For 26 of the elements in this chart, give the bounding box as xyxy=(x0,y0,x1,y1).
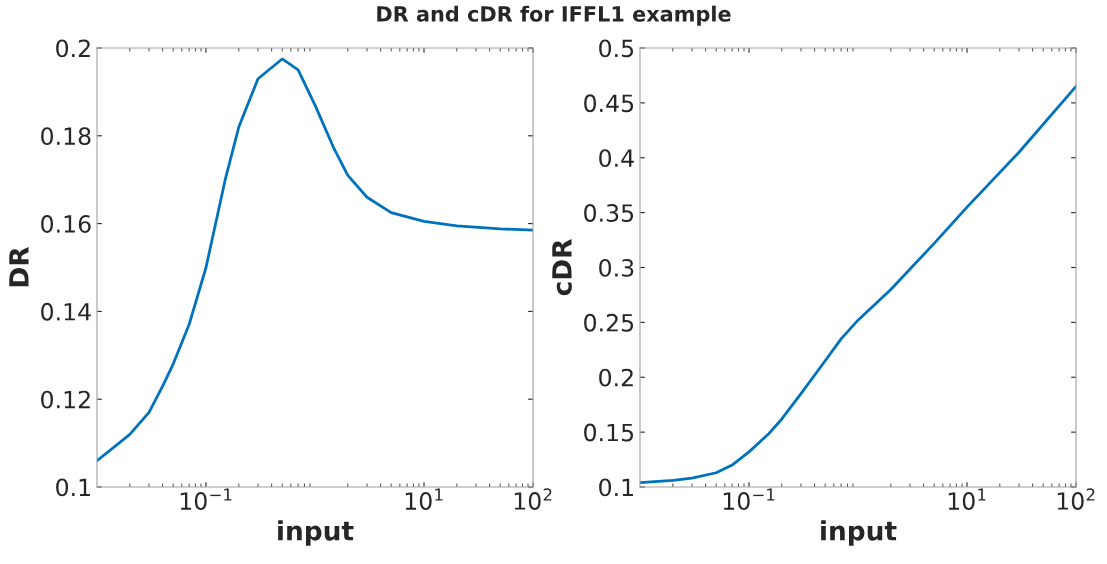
y-tick-label: 0.1 xyxy=(599,478,633,497)
y-tick-label: 0.2 xyxy=(56,39,90,58)
y-tick-label: 0.14 xyxy=(41,302,91,321)
y-tick-label: 0.18 xyxy=(41,127,91,146)
x-tick-label: 10$^{−1}$ xyxy=(723,488,775,510)
y-tick-label: 0.45 xyxy=(584,94,634,113)
y-tick-label: 0.12 xyxy=(41,390,90,409)
x-tick-label: 10$^{2}$ xyxy=(1057,488,1095,510)
y-tick-label: 0.1 xyxy=(56,478,90,497)
y-tick-label: 0.16 xyxy=(41,215,91,233)
y-axis-title: cDR xyxy=(552,239,572,296)
x-tick-label: 10$^{2}$ xyxy=(514,488,552,510)
y-tick-label: 0.5 xyxy=(599,39,634,58)
y-tick-label: 0.3 xyxy=(599,258,634,277)
x-axis-title: input xyxy=(821,520,897,546)
x-tick-label: 10$^{1}$ xyxy=(948,488,986,510)
y-tick-label: 0.4 xyxy=(599,149,634,168)
x-tick-label: 10$^{1}$ xyxy=(405,488,443,510)
y-tick-label: 0.15 xyxy=(584,423,634,442)
x-tick-label: 10$^{−1}$ xyxy=(180,488,232,510)
x-axis-title: input xyxy=(278,520,354,546)
y-tick-label: 0.35 xyxy=(584,204,634,222)
y-tick-label: 0.2 xyxy=(599,368,633,387)
chart-title: DR and cDR for IFFL1 example xyxy=(377,5,731,26)
y-tick-label: 0.25 xyxy=(584,313,634,332)
y-axis-title: DR xyxy=(9,246,29,287)
